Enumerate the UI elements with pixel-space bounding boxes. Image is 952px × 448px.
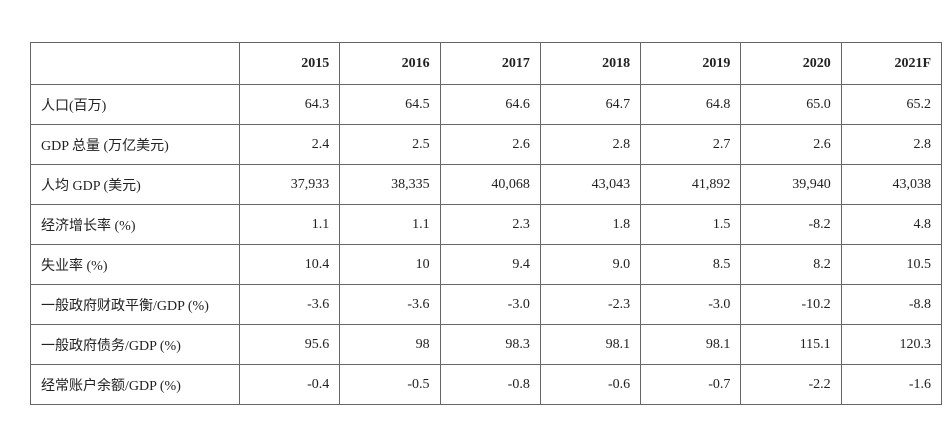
cell-value: 64.3 [238, 84, 341, 125]
year-header: 2019 [640, 42, 742, 85]
table-row: 一般政府财政平衡/GDP (%) -3.6 -3.6 -3.0 -2.3 -3.0 -10.… [30, 284, 943, 325]
cell-value: 64.5 [339, 84, 441, 125]
row-label: 一般政府债务/GDP (%) [30, 324, 240, 365]
year-header: 2020 [740, 42, 842, 85]
cell-value: 9.4 [439, 244, 541, 285]
cell-value: 115.1 [740, 324, 842, 365]
cell-value: 1.5 [640, 204, 742, 245]
cell-value: 41,892 [640, 164, 742, 205]
table-row: 人口(百万) 64.3 64.5 64.6 64.7 64.8 65.0 65.2 [30, 84, 943, 125]
corner-cell [30, 42, 240, 85]
table-row: 经常账户余额/GDP (%) -0.4 -0.5 -0.8 -0.6 -0.7 -2.2 -1… [30, 364, 943, 405]
cell-value: -3.6 [339, 284, 441, 325]
cell-value: 120.3 [840, 324, 943, 365]
row-label: 失业率 (%) [30, 244, 240, 285]
cell-value: -10.2 [740, 284, 842, 325]
cell-value: 10 [339, 244, 441, 285]
data-table: 2015 2016 2017 2018 2019 2020 2021F 人口(百万) 64.3 6… [30, 42, 943, 405]
cell-value: 95.6 [238, 324, 341, 365]
cell-value: -3.6 [238, 284, 341, 325]
cell-value: 2.3 [439, 204, 541, 245]
table-body: 2015 2016 2017 2018 2019 2020 2021F 人口(百万) 64.3 6… [30, 42, 943, 405]
row-label: 经济增长率 (%) [30, 204, 240, 245]
cell-value: 8.2 [740, 244, 842, 285]
cell-value: 98.1 [640, 324, 742, 365]
cell-value: 2.8 [539, 124, 642, 165]
row-label: 一般政府财政平衡/GDP (%) [30, 284, 240, 325]
cell-value: 8.5 [640, 244, 742, 285]
cell-value: -0.7 [640, 364, 742, 405]
cell-value: 10.5 [840, 244, 943, 285]
cell-value: 2.4 [238, 124, 341, 165]
cell-value: 39,940 [740, 164, 842, 205]
row-label: 人均 GDP (美元) [30, 164, 240, 205]
table-row: 经济增长率 (%) 1.1 1.1 2.3 1.8 1.5 -8.2 4.8 [30, 204, 943, 245]
row-label: 人口(百万) [30, 84, 240, 125]
cell-value: 98.3 [439, 324, 541, 365]
cell-value: -0.6 [539, 364, 642, 405]
year-header: 2015 [238, 42, 341, 85]
cell-value: 65.2 [840, 84, 943, 125]
cell-value: -1.6 [840, 364, 943, 405]
cell-value: 64.6 [439, 84, 541, 125]
cell-value: 64.7 [539, 84, 642, 125]
cell-value: -8.2 [740, 204, 842, 245]
cell-value: 40,068 [439, 164, 541, 205]
cell-value: 43,043 [539, 164, 642, 205]
cell-value: 1.1 [339, 204, 441, 245]
table-row: 一般政府债务/GDP (%) 95.6 98 98.3 98.1 98.1 115.1 120… [30, 324, 943, 365]
cell-value: 2.6 [439, 124, 541, 165]
cell-value: 2.7 [640, 124, 742, 165]
cell-value: -2.3 [539, 284, 642, 325]
header-row: 2015 2016 2017 2018 2019 2020 2021F [30, 42, 943, 85]
cell-value: 98.1 [539, 324, 642, 365]
row-label: 经常账户余额/GDP (%) [30, 364, 240, 405]
cell-value: 65.0 [740, 84, 842, 125]
cell-value: 43,038 [840, 164, 943, 205]
year-header: 2016 [339, 42, 441, 85]
cell-value: 98 [339, 324, 441, 365]
cell-value: -3.0 [640, 284, 742, 325]
cell-value: 1.1 [238, 204, 341, 245]
row-label: GDP 总量 (万亿美元) [30, 124, 240, 165]
cell-value: -0.4 [238, 364, 341, 405]
table-row: 人均 GDP (美元) 37,933 38,335 40,068 43,043 41,89… [30, 164, 943, 205]
cell-value: -2.2 [740, 364, 842, 405]
cell-value: 9.0 [539, 244, 642, 285]
cell-value: -0.5 [339, 364, 441, 405]
table-row: GDP 总量 (万亿美元) 2.4 2.5 2.6 2.8 2.7 2.6 2.8 [30, 124, 943, 165]
year-header: 2021F [840, 42, 943, 85]
cell-value: 2.8 [840, 124, 943, 165]
cell-value: -8.8 [840, 284, 943, 325]
cell-value: 37,933 [238, 164, 341, 205]
table-row: 失业率 (%) 10.4 10 9.4 9.0 8.5 8.2 10.5 [30, 244, 943, 285]
cell-value: 38,335 [339, 164, 441, 205]
cell-value: 4.8 [840, 204, 943, 245]
year-header: 2018 [539, 42, 642, 85]
cell-value: 64.8 [640, 84, 742, 125]
cell-value: -3.0 [439, 284, 541, 325]
cell-value: 1.8 [539, 204, 642, 245]
year-header: 2017 [439, 42, 541, 85]
cell-value: -0.8 [439, 364, 541, 405]
cell-value: 2.6 [740, 124, 842, 165]
cell-value: 10.4 [238, 244, 341, 285]
cell-value: 2.5 [339, 124, 441, 165]
